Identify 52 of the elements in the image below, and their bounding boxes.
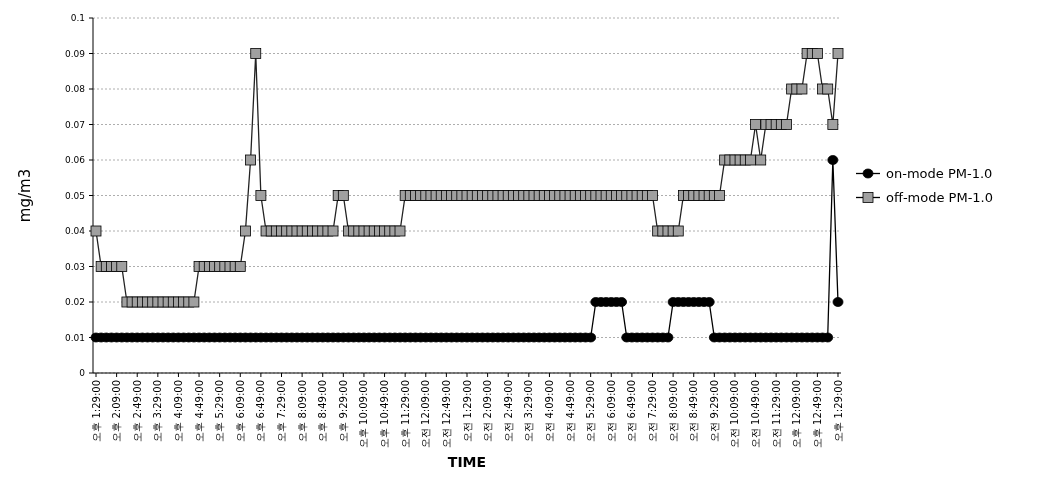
x-tick-label: 오전 7:29:00 <box>647 380 658 442</box>
x-tick-label: 오전 6:49:00 <box>626 380 638 442</box>
x-tick-label: 오후 8:09:00 <box>296 380 308 442</box>
x-tick-label: 오전 9:29:00 <box>708 380 720 442</box>
x-tick-label: 오후 8:49:00 <box>317 380 329 442</box>
x-tick-label: 오전 12:09:00 <box>420 380 432 449</box>
x-tick-label: 오후 2:49:00 <box>131 380 143 442</box>
x-tick-label: 오전 8:09:00 <box>667 380 679 442</box>
x-tick-label: 오후 1:29:00 <box>832 380 844 442</box>
y-tick-label: 0.04 <box>64 226 86 237</box>
x-tick-label: 오전 2:49:00 <box>502 380 514 442</box>
x-tick-label: 오전 10:09:00 <box>729 380 741 449</box>
x-tick-label: 오후 1:29:00 <box>90 380 102 442</box>
x-tick-label: 오전 4:09:00 <box>543 380 555 442</box>
legend-label: off-mode PM-1.0 <box>886 190 994 206</box>
y-tick-label: 0.03 <box>64 261 85 272</box>
x-tick-label: 오후 6:09:00 <box>234 380 246 442</box>
x-tick-label: 오전 2:09:00 <box>482 380 494 442</box>
x-tick-label: 오후 10:09:00 <box>358 380 370 449</box>
y-tick-label: 0.1 <box>70 13 85 24</box>
x-tick-label: 오후 9:29:00 <box>337 380 349 442</box>
y-tick-label: 0 <box>79 368 86 379</box>
y-tick-label: 0.09 <box>64 48 86 59</box>
y-tick-label: 0.07 <box>64 119 85 130</box>
x-tick-label: 오전 11:29:00 <box>770 380 782 449</box>
x-tick-label: 오전 6:09:00 <box>605 380 617 442</box>
x-tick-label: 오후 5:29:00 <box>214 380 226 442</box>
y-tick-label: 0.05 <box>64 190 85 201</box>
x-tick-label: 오후 4:09:00 <box>172 380 184 442</box>
x-tick-label: 오전 1:29:00 <box>461 380 473 442</box>
y-axis-title: mg/m3 <box>16 168 34 223</box>
x-tick-label: 오후 11:29:00 <box>399 380 411 449</box>
x-tick-label: 오후 10:49:00 <box>379 380 391 449</box>
y-tick-label: 0.01 <box>64 332 85 343</box>
x-tick-label: 오후 12:49:00 <box>811 380 823 449</box>
legend-label: on-mode PM-1.0 <box>886 166 993 182</box>
x-tick-label: 오전 5:29:00 <box>585 380 597 442</box>
x-tick-label: 오전 8:49:00 <box>688 380 700 442</box>
x-tick-label: 오전 4:49:00 <box>564 380 576 442</box>
x-tick-label: 오후 6:49:00 <box>255 380 267 442</box>
x-tick-label: 오전 3:29:00 <box>523 380 535 442</box>
x-tick-label: 오후 2:09:00 <box>111 380 123 442</box>
x-tick-label: 오후 12:09:00 <box>791 380 803 449</box>
x-tick-label: 오전 10:49:00 <box>750 380 762 449</box>
x-tick-label: 오후 4:49:00 <box>193 380 205 442</box>
y-tick-label: 0.02 <box>64 297 85 308</box>
x-tick-label: 오후 3:29:00 <box>152 380 164 442</box>
y-tick-label: 0.06 <box>64 155 86 166</box>
x-tick-label: 오전 12:49:00 <box>440 380 452 449</box>
y-tick-label: 0.08 <box>64 84 86 95</box>
x-axis-title: TIME <box>447 454 487 470</box>
x-tick-label: 오후 7:29:00 <box>276 380 287 442</box>
